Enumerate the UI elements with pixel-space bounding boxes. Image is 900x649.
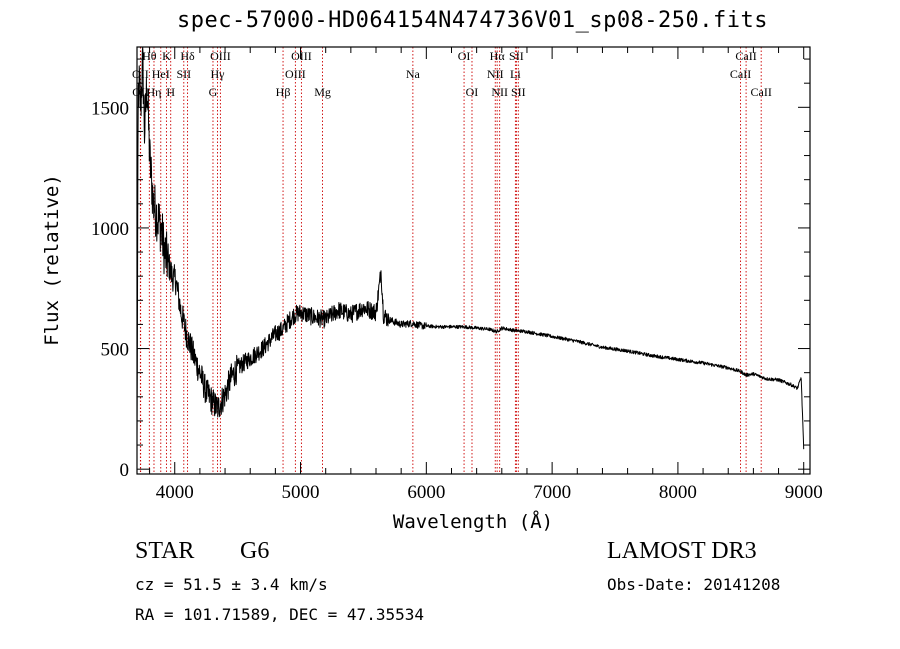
- line-marker-label: OI: [458, 49, 471, 63]
- chart-title: spec-57000-HD064154N474736V01_sp08-250.f…: [176, 8, 769, 33]
- line-marker-label: Mg: [314, 85, 331, 99]
- line-marker-label: OI: [466, 85, 479, 99]
- line-marker-label: H: [166, 85, 175, 99]
- y-tick-label: 1500: [91, 98, 129, 119]
- class-label: STAR: [135, 538, 195, 564]
- y-tick-label: 500: [101, 340, 130, 361]
- line-marker-label: HeI: [152, 67, 170, 81]
- subclass-label: G6: [240, 538, 270, 564]
- y-tick-label: 0: [120, 460, 130, 481]
- line-marker-label: Hα: [490, 49, 506, 63]
- line-marker-label: SII: [509, 49, 524, 63]
- line-marker-label: NII: [491, 85, 508, 99]
- x-tick-label: 4000: [156, 482, 194, 503]
- line-marker-labels: OIIOIIHθHηHeIKHSIIHδGHγOIIIHβOIIIOIIIMgN…: [132, 49, 772, 99]
- x-tick-label: 5000: [282, 482, 320, 503]
- spectrum-line: [136, 46, 805, 450]
- axis-tick-labels: 4000 5000 6000 7000 8000 9000 0 500 1000 1500: [91, 98, 823, 503]
- survey-label: LAMOST DR3: [607, 538, 757, 564]
- y-tick-label: 1000: [91, 219, 129, 240]
- line-marker-label: SII: [511, 85, 526, 99]
- line-marker-label: Hη: [147, 85, 162, 99]
- x-axis-label: Wavelength (Å): [393, 510, 553, 533]
- redshift-text: cz = 51.5 ± 3.4 km/s: [135, 575, 328, 594]
- line-marker-label: SII: [176, 67, 191, 81]
- line-marker-label: Li: [510, 67, 521, 81]
- line-marker-label: OIII: [285, 67, 306, 81]
- line-marker-label: NII: [487, 67, 504, 81]
- line-marker-label: K: [162, 49, 171, 63]
- plot-frame: [136, 46, 811, 475]
- line-marker-label: Hδ: [180, 49, 195, 63]
- line-marker-label: CaII: [751, 85, 772, 99]
- line-marker-label: Hβ: [276, 85, 291, 99]
- line-markers: [139, 47, 762, 474]
- line-marker-label: Hθ: [142, 49, 157, 63]
- line-marker-label: CaII: [735, 49, 756, 63]
- line-marker-label: G: [209, 85, 218, 99]
- line-marker-label: Na: [406, 67, 421, 81]
- line-marker-label: OIII: [210, 49, 231, 63]
- x-tick-label: 9000: [785, 482, 823, 503]
- coords-text: RA = 101.71589, DEC = 47.35534: [135, 605, 424, 624]
- x-tick-label: 7000: [533, 482, 571, 503]
- line-marker-label: CaII: [730, 67, 751, 81]
- line-marker-label: OII: [132, 67, 149, 81]
- x-tick-label: 8000: [659, 482, 697, 503]
- line-marker-label: Hγ: [211, 67, 226, 81]
- line-marker-label: OIII: [291, 49, 312, 63]
- x-tick-label: 6000: [407, 482, 445, 503]
- obs-date-text: Obs-Date: 20141208: [607, 575, 781, 594]
- axis-ticks: [137, 47, 810, 474]
- y-axis-label: Flux (relative): [41, 174, 63, 346]
